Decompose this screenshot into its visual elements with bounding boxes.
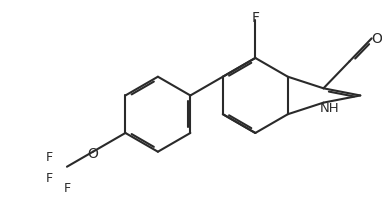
Text: F: F [251,11,259,25]
Text: F: F [63,182,71,195]
Text: NH: NH [320,102,339,115]
Text: O: O [87,147,99,161]
Text: F: F [45,172,53,185]
Text: O: O [371,32,382,46]
Text: F: F [45,151,53,164]
